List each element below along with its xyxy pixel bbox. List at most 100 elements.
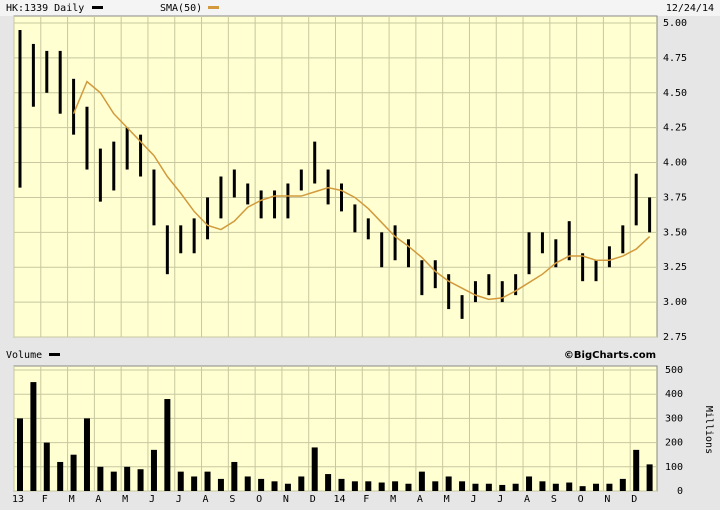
y-tick-label: 4.50: [663, 88, 687, 99]
volume-bar: [485, 483, 492, 491]
x-tick-label: N: [283, 494, 289, 505]
volume-bar: [17, 418, 23, 491]
credit: ©BigCharts.com: [564, 350, 656, 361]
date: 12/24/14: [666, 3, 714, 14]
x-tick-label: M: [444, 494, 450, 505]
volume-bar: [579, 486, 586, 491]
x-tick-label: M: [390, 494, 396, 505]
volume-bar: [365, 481, 372, 491]
y-tick-label: 3.25: [663, 262, 687, 273]
sma-line: [72, 80, 651, 301]
y-tick-label: 4.00: [663, 158, 687, 169]
volume-bar: [606, 483, 613, 491]
x-tick-label: A: [417, 494, 423, 505]
y-tick-label: 2.75: [663, 332, 687, 343]
volume-bar: [459, 481, 466, 491]
y-tick-label: 4.75: [663, 53, 687, 64]
volume-bar: [217, 478, 224, 491]
volume-bar: [539, 481, 546, 491]
volume-legend-swatch: [49, 353, 60, 356]
volume-bar: [351, 481, 358, 491]
x-tick-label: A: [524, 494, 530, 505]
volume-bar: [526, 476, 533, 491]
volume-bar: [284, 483, 291, 491]
volume-bar: [57, 461, 64, 491]
y-tick-label: 5.00: [663, 18, 687, 29]
volume-bar: [499, 484, 506, 491]
volume-header-bar: [0, 345, 720, 364]
volume-tick-label: 400: [665, 389, 683, 400]
volume-bar: [124, 466, 131, 491]
volume-bar: [566, 482, 573, 491]
x-tick-label: F: [42, 494, 48, 505]
volume-bar: [432, 481, 439, 491]
x-tick-label: J: [497, 494, 503, 505]
volume-bar: [164, 399, 171, 491]
volume-bar: [43, 442, 50, 491]
volume-bar: [177, 471, 184, 491]
header-bar: [0, 0, 720, 16]
x-tick-label: N: [604, 494, 610, 505]
volume-bar: [445, 476, 452, 491]
volume-legend: Volume: [6, 350, 42, 361]
volume-bar: [646, 464, 653, 491]
x-tick-label: 13: [12, 494, 24, 505]
volume-bar: [258, 478, 265, 491]
x-tick-label: D: [310, 494, 316, 505]
x-tick-label: O: [256, 494, 262, 505]
volume-bar: [472, 483, 479, 491]
y-tick-label: 3.50: [663, 227, 687, 238]
volume-axis-label: Millions: [703, 406, 714, 454]
volume-bar: [418, 471, 425, 491]
volume-tick-label: 300: [665, 413, 683, 424]
volume-bar: [191, 476, 198, 491]
volume-bar: [512, 483, 519, 491]
volume-bar: [325, 474, 332, 491]
x-tick-label: J: [149, 494, 155, 505]
volume-bar: [593, 483, 600, 491]
volume-bar: [244, 476, 251, 491]
x-tick-label: S: [229, 494, 235, 505]
volume-bar: [271, 481, 278, 491]
volume-bar: [392, 481, 399, 491]
volume-bar: [298, 476, 305, 491]
volume-bar: [204, 471, 211, 491]
volume-bar: [83, 418, 90, 491]
x-tick-label: M: [69, 494, 75, 505]
price-legend-swatch: [92, 6, 103, 9]
sma-legend-swatch: [208, 6, 219, 9]
x-tick-label: O: [578, 494, 584, 505]
volume-bar: [552, 483, 559, 491]
y-tick-label: 3.75: [663, 192, 687, 203]
volume-bar: [97, 466, 104, 491]
price-legend: HK:1339 Daily: [6, 3, 84, 14]
volume-bar: [110, 471, 117, 491]
volume-bar: [137, 469, 144, 491]
x-tick-label: S: [551, 494, 557, 505]
x-tick-label: J: [470, 494, 476, 505]
volume-tick-label: 0: [677, 486, 683, 497]
volume-bar: [378, 482, 385, 491]
x-tick-label: M: [122, 494, 128, 505]
volume-bar: [311, 447, 318, 491]
volume-bar: [619, 478, 626, 491]
x-tick-label: 14: [333, 494, 345, 505]
x-tick-label: A: [95, 494, 101, 505]
volume-bar: [633, 449, 640, 491]
volume-bar: [150, 449, 157, 491]
y-tick-label: 3.00: [663, 297, 687, 308]
volume-bar: [405, 483, 412, 491]
volume-tick-label: 500: [665, 365, 683, 376]
x-tick-label: F: [363, 494, 369, 505]
volume-tick-label: 200: [665, 438, 683, 449]
sma-legend: SMA(50): [160, 3, 202, 14]
y-tick-label: 4.25: [663, 123, 687, 134]
volume-bar: [338, 478, 345, 491]
volume-bar: [70, 454, 77, 491]
volume-tick-label: 100: [665, 462, 683, 473]
x-tick-label: J: [176, 494, 182, 505]
volume-bar: [231, 461, 238, 491]
volume-bar: [30, 382, 37, 491]
